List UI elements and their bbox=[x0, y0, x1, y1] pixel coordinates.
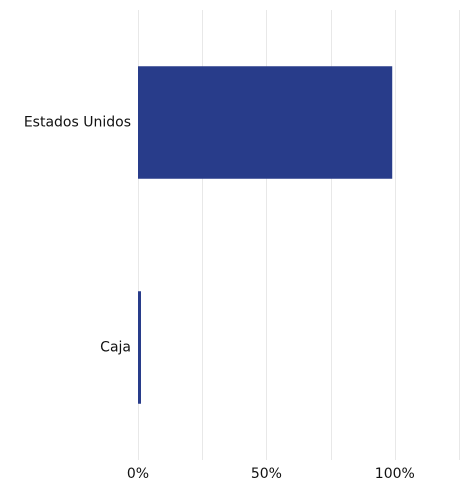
bars bbox=[138, 66, 393, 404]
x-tick-label: 50% bbox=[251, 466, 282, 482]
category-label: Caja bbox=[100, 340, 131, 356]
x-tick-labels: 0% 50% 100% bbox=[127, 466, 415, 482]
category-labels: Estados Unidos Caja bbox=[24, 115, 131, 356]
bar-caja bbox=[138, 291, 141, 404]
x-tick-label: 0% bbox=[127, 466, 149, 482]
category-label: Estados Unidos bbox=[24, 115, 131, 131]
bar-estados-unidos bbox=[138, 66, 393, 179]
x-tick-label: 100% bbox=[375, 466, 415, 482]
